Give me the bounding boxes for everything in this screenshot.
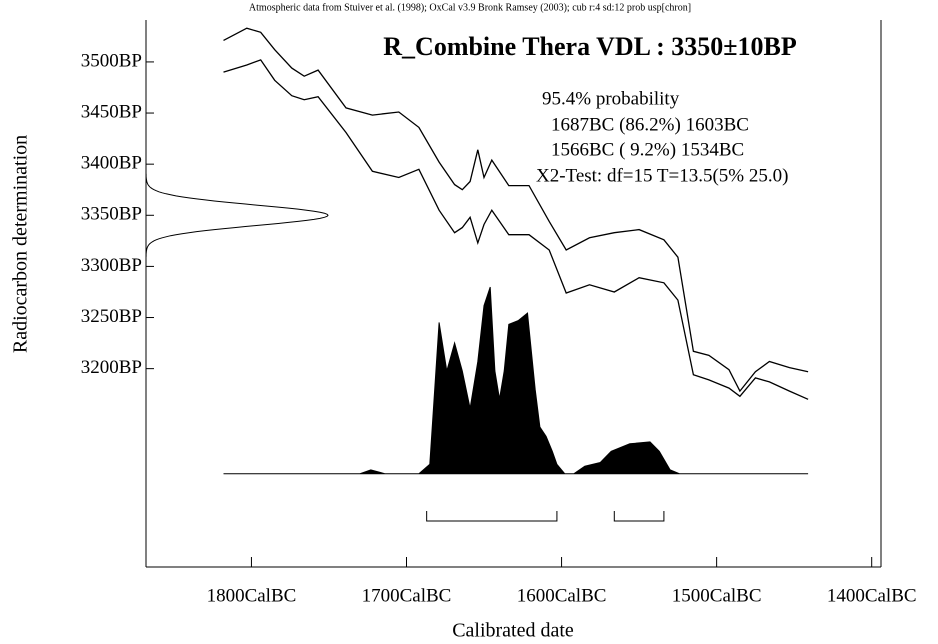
x-tick-label: 1400CalBC [827, 585, 917, 606]
x-tick-label: 1600CalBC [517, 585, 607, 606]
annotation: 1687BC (86.2%) 1603BC [551, 114, 749, 135]
y-axis-title: Radiocarbon determination [10, 135, 32, 353]
annotation: X2-Test: df=15 T=13.5(5% 25.0) [536, 165, 788, 186]
annotation: 1566BC ( 9.2%) 1534BC [551, 139, 744, 160]
x-axis-title: Calibrated date [452, 620, 574, 642]
x-tick-label: 1800CalBC [207, 585, 297, 606]
chart-title: R_Combine Thera VDL : 3350±10BP [383, 32, 797, 61]
range-bracket [426, 511, 558, 522]
y-tick-label: 3400BP [81, 153, 142, 174]
measurement-curve [145, 164, 329, 267]
x-tick-label: 1500CalBC [672, 585, 762, 606]
y-tick-label: 3200BP [81, 357, 142, 378]
calibration-curve [223, 59, 809, 400]
header-note: Atmospheric data from Stuiver et al. (19… [249, 2, 691, 13]
range-bracket [613, 511, 665, 522]
x-tick-label: 1700CalBC [362, 585, 452, 606]
y-tick-label: 3450BP [81, 101, 142, 122]
y-tick-label: 3250BP [81, 306, 142, 327]
y-tick-label: 3300BP [81, 255, 142, 276]
calibration-curve [223, 27, 809, 393]
annotation: 95.4% probability [542, 88, 680, 109]
posterior-area [223, 286, 809, 475]
y-tick-label: 3350BP [81, 204, 142, 225]
y-tick-label: 3500BP [81, 50, 142, 71]
